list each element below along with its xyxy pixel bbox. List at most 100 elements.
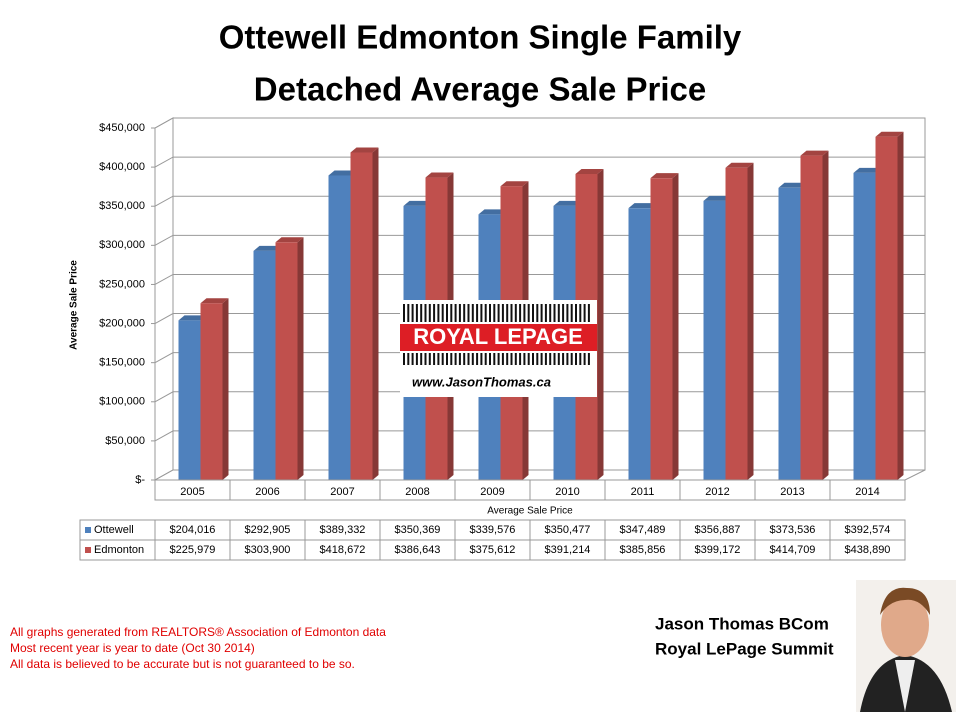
logo-stripe [497,304,500,322]
bar-side [222,298,229,480]
bar-front [853,172,876,480]
x-tick-label: 2011 [631,486,655,498]
bar-front [328,175,351,480]
bar [650,173,679,480]
logo-stripe [506,353,509,365]
bar-front [725,167,748,480]
logo-stripe [458,353,461,365]
logo-stripe [579,304,582,322]
logo-stripe [446,304,448,322]
logo-stripe [519,304,522,322]
y-tick-label: $400,000 [99,161,145,173]
bar-top [575,168,604,174]
logo-stripe [467,353,470,365]
logo-stripe [415,304,418,322]
bar [725,162,754,480]
logo-stripe [544,353,547,365]
logo-stripe [501,353,504,365]
bar-front [200,303,223,480]
logo-stripe [403,304,405,322]
y-tick-label: $250,000 [99,278,145,290]
data-label: $303,900 [245,544,291,556]
logo-brand: ROYAL LEPAGE [413,324,583,349]
bar-top [703,195,732,201]
data-label: $204,016 [170,524,216,536]
bar-side [747,162,754,480]
footnote: Most recent year is year to date (Oct 30… [10,641,255,655]
logo-stripe [437,304,440,322]
logo-stripe [493,353,496,365]
agent-company: Royal LePage Summit [655,639,834,658]
bar-top [725,162,754,168]
logo-stripe [497,353,500,365]
x-tick-label: 2013 [780,486,804,498]
logo-stripe [553,353,556,365]
bar-side [597,168,604,481]
logo-stripe [489,353,491,365]
logo-stripe [480,353,483,365]
bar-front [650,178,673,480]
logo-stripe [424,304,427,322]
logo-stripe [566,304,569,322]
logo-stripe [450,304,453,322]
logo-stripe [415,353,418,365]
agent-name: Jason Thomas BCom [655,614,829,633]
logo-stripe [407,353,410,365]
logo-stripe [471,304,474,322]
agent-photo [856,580,956,712]
bar-side [297,237,304,480]
logo-stripe [514,304,517,322]
bar [275,237,304,480]
legend-label: Ottewell [94,524,134,536]
bar-side [672,173,679,480]
data-label: $389,332 [320,524,366,536]
logo-stripe [523,353,526,365]
logo-stripe [433,304,436,322]
footnote: All data is believed to be accurate but … [10,657,355,671]
logo-stripe [441,353,444,365]
x-tick-label: 2014 [855,486,879,498]
data-label: $292,905 [245,524,291,536]
logo-stripe [454,353,457,365]
bar-front [350,152,373,480]
bar-top [178,315,207,321]
logo-stripe [587,304,590,322]
data-label: $414,709 [770,544,816,556]
data-label: $375,612 [470,544,516,556]
data-label: $225,979 [170,544,216,556]
logo-stripe [411,304,414,322]
grid-line [154,117,925,129]
x-axis-label: Average Sale Price [487,506,573,517]
data-label: $373,536 [770,524,816,536]
logo-stripe [527,304,530,322]
x-tick-label: 2010 [555,486,579,498]
bar-front [275,242,298,480]
logo-stripe [579,353,582,365]
logo-stripe [506,304,509,322]
logo-stripe [420,353,423,365]
bar-top [478,209,507,215]
y-tick-label: $350,000 [99,200,145,212]
logo-stripe [463,353,466,365]
chart-title: Detached Average Sale Price [254,71,706,108]
data-label: $399,172 [695,544,741,556]
bar-top [500,181,529,187]
bar-top [403,200,432,206]
logo-stripe [510,353,513,365]
logo-stripe [549,353,552,365]
bar-front [778,187,801,481]
bar-front [875,136,898,480]
grid-line [154,156,925,168]
bar-front [178,320,201,480]
y-tick-label: $300,000 [99,239,145,251]
logo-stripe [433,353,436,365]
logo-stripe [446,353,448,365]
chart-title: Ottewell Edmonton Single Family [219,19,742,56]
logo-stripe [553,304,556,322]
data-label: $350,477 [545,524,591,536]
data-label: $392,574 [845,524,891,536]
x-tick-label: 2007 [330,486,354,498]
logo-stripe [536,304,539,322]
logo-stripe [527,353,530,365]
logo-stripe [441,304,444,322]
